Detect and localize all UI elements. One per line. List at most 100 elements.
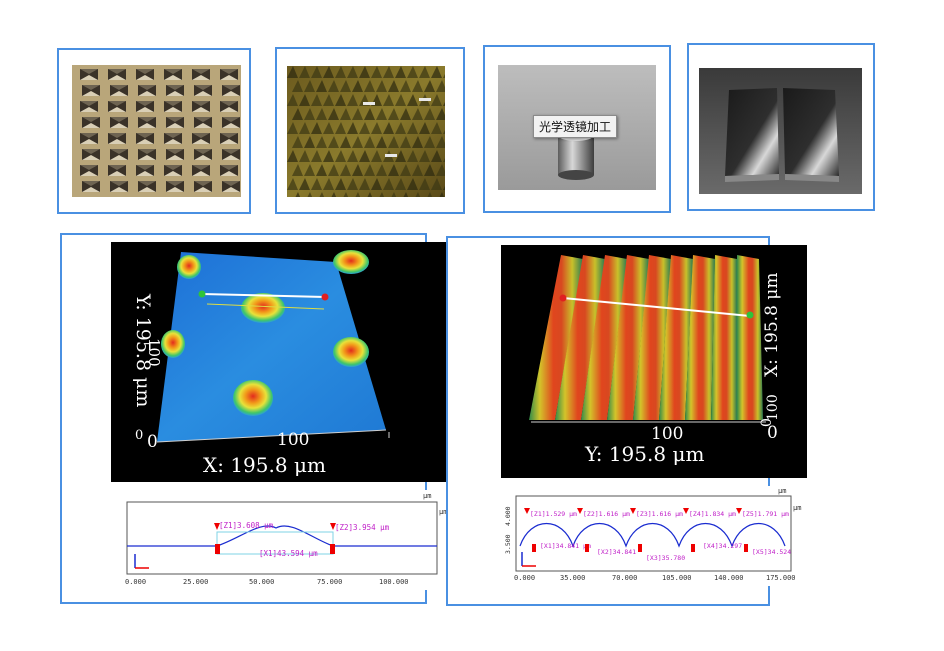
micro-facet: [328, 136, 339, 148]
right-x-ticks: 0.000 35.000 70.000 105.000 140.000 175.…: [500, 574, 804, 586]
micro-facet: [359, 122, 370, 134]
pyramid-cell: [166, 149, 184, 160]
micro-facet: [388, 80, 399, 92]
micro-facet: [376, 80, 387, 92]
ridge: [633, 255, 671, 420]
micro-facet: [304, 136, 315, 148]
left-x-tick-zero: 0: [147, 432, 158, 452]
micro-facet: [407, 122, 418, 134]
right-side-label: X: 195.8 μm: [762, 273, 782, 377]
pyramid-cell: [222, 149, 240, 160]
micro-facet: [340, 80, 351, 92]
pyramid-cell: [220, 165, 238, 176]
micro-facet: [311, 150, 322, 162]
scale-marker: [419, 98, 431, 101]
micro-facet: [388, 108, 399, 120]
left-dome: [161, 330, 185, 358]
pyramid-cell: [192, 69, 210, 80]
micro-facet: [419, 150, 430, 162]
pyramid-cell: [164, 133, 182, 144]
pyramid-cell: [136, 101, 154, 112]
micro-facet: [364, 136, 375, 148]
left-x-tick: 0.000: [125, 578, 147, 586]
left-x-tick: 100.000: [379, 578, 409, 586]
ridge: [737, 255, 763, 420]
micro-facet: [323, 94, 334, 106]
left-x-ticks: 0.000 25.000 50.000 75.000 100.000: [121, 578, 451, 590]
micro-facet: [328, 108, 339, 120]
right-x-tick: 70.000: [612, 574, 638, 582]
micro-facet: [443, 158, 445, 162]
ridge: [581, 255, 627, 420]
photo-frame-pyramid: [57, 48, 251, 214]
pyramid-cell: [194, 117, 212, 128]
micro-facet: [436, 136, 445, 148]
metal-block-right: [783, 88, 839, 176]
photo-frame-microstructure: [275, 47, 465, 214]
measure-end-point[interactable]: [321, 293, 329, 301]
micro-facet: [371, 66, 382, 78]
pyramid-cell: [138, 85, 156, 96]
micro-facet: [352, 108, 363, 120]
left-x-tick: 50.000: [249, 578, 275, 586]
pyramid-cell: [164, 165, 182, 176]
micro-facet: [395, 178, 406, 190]
right-x-tick-100: 100: [651, 424, 683, 444]
micro-facet: [367, 192, 373, 197]
pyramid-cell: [108, 133, 126, 144]
micro-facet: [443, 186, 445, 190]
pyramid-cell: [222, 85, 240, 96]
micro-facet: [316, 164, 327, 176]
micro-facet: [287, 66, 298, 78]
right-measure-end[interactable]: [746, 311, 754, 319]
micro-facet: [407, 94, 418, 106]
micro-facet: [292, 164, 303, 176]
microstructure-photo: [287, 66, 445, 197]
pyramid-cell: [194, 85, 212, 96]
micro-facet: [412, 108, 423, 120]
micro-facet: [371, 178, 382, 190]
micro-facet: [311, 178, 322, 190]
left-z1-label: [Z1]3.608 μm: [219, 521, 274, 530]
pyramid-cell: [220, 133, 238, 144]
micro-facet: [419, 178, 430, 190]
micro-facet: [335, 122, 346, 134]
pyramid-cell: [166, 117, 184, 128]
pyramid-cell: [222, 117, 240, 128]
pyramid-cell: [110, 117, 128, 128]
pyramid-cell: [164, 69, 182, 80]
micro-facet: [400, 136, 411, 148]
right-x-tick-zero: 0: [767, 423, 778, 443]
micro-facet: [323, 122, 334, 134]
micro-facet: [299, 66, 310, 78]
left-profile-plot: μm μm [Z1]3.608 μm [Z2]3.954 μm [X1]43.5…: [121, 490, 451, 590]
micro-facet: [383, 178, 394, 190]
micro-facet: [292, 136, 303, 148]
micro-facet: [335, 94, 346, 106]
micro-facet: [323, 150, 334, 162]
micro-facet: [347, 66, 358, 78]
micro-facet: [359, 178, 370, 190]
micro-facet: [316, 80, 327, 92]
left-dome: [333, 250, 369, 274]
right-x-label: [X2]34.841: [597, 548, 636, 556]
micro-facet: [340, 136, 351, 148]
metal-block-left: [725, 88, 779, 176]
micro-facet: [355, 192, 361, 197]
pyramid-cell: [138, 149, 156, 160]
micro-facet: [443, 130, 445, 134]
micro-facet: [299, 122, 310, 134]
right-unit-top: μm: [778, 487, 786, 495]
ridge: [685, 255, 715, 420]
measure-start-point[interactable]: [198, 290, 206, 298]
pyramid-cell: [138, 117, 156, 128]
ridge: [711, 255, 737, 420]
pyramid-cell: [82, 85, 100, 96]
pyramid-cell: [108, 101, 126, 112]
left-origin-tick: 0: [135, 428, 143, 443]
left-x-axis-label: X: 195.8 μm: [203, 453, 326, 477]
pyramid-cell: [136, 133, 154, 144]
left-dome: [241, 293, 285, 323]
right-measure-start[interactable]: [559, 294, 567, 302]
micro-facet: [331, 192, 337, 197]
